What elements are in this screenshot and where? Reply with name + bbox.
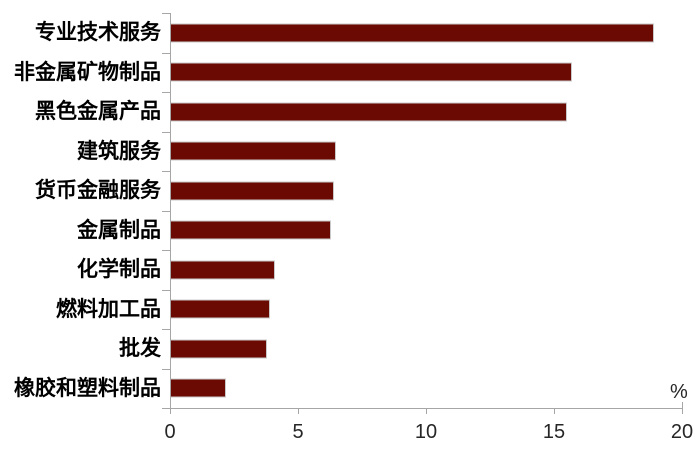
category-label: 燃料加工品 bbox=[56, 297, 161, 321]
category-tick bbox=[162, 52, 170, 54]
category-tick bbox=[162, 408, 170, 409]
chart-row: 化学制品 bbox=[0, 250, 682, 290]
bar bbox=[170, 299, 270, 319]
bar-track bbox=[170, 92, 682, 132]
bar bbox=[170, 220, 332, 240]
bar bbox=[170, 378, 227, 398]
category-axis-line bbox=[170, 13, 171, 409]
x-tick bbox=[426, 409, 427, 414]
x-tick-label: 10 bbox=[414, 421, 438, 443]
chart-rows: 专业技术服务非金属矿物制品黑色金属产品建筑服务货币金融服务金属制品化学制品燃料加… bbox=[0, 13, 682, 408]
category-tick bbox=[162, 250, 170, 251]
bar-track bbox=[170, 290, 682, 330]
category-tick bbox=[162, 92, 170, 93]
chart-row: 批发 bbox=[0, 329, 682, 369]
x-tick bbox=[682, 409, 683, 414]
category-label: 金属制品 bbox=[77, 218, 161, 242]
bar-track bbox=[170, 171, 682, 211]
x-tick-label: 0 bbox=[164, 421, 176, 443]
bar-track bbox=[170, 53, 682, 93]
bar bbox=[170, 260, 275, 280]
bar-track bbox=[170, 211, 682, 251]
chart-row: 非金属矿物制品 bbox=[0, 53, 682, 93]
category-tick bbox=[162, 13, 170, 14]
chart-row: 橡胶和塑料制品 bbox=[0, 369, 682, 409]
bar bbox=[170, 62, 572, 82]
chart-row: 金属制品 bbox=[0, 211, 682, 251]
category-label: 专业技术服务 bbox=[35, 21, 161, 45]
category-label: 化学制品 bbox=[77, 258, 161, 282]
chart-row: 专业技术服务 bbox=[0, 13, 682, 53]
category-label: 橡胶和塑料制品 bbox=[14, 376, 161, 400]
chart-row: 燃料加工品 bbox=[0, 290, 682, 330]
x-tick bbox=[298, 409, 299, 414]
bar bbox=[170, 141, 337, 161]
x-tick-label: 5 bbox=[292, 421, 304, 443]
x-tick bbox=[554, 409, 555, 414]
value-axis-line bbox=[170, 408, 683, 409]
bar-track bbox=[170, 132, 682, 172]
bar-track bbox=[170, 250, 682, 290]
x-tick-label: 15 bbox=[542, 421, 566, 443]
category-tick bbox=[162, 368, 170, 370]
category-label: 非金属矿物制品 bbox=[14, 60, 161, 84]
bar bbox=[170, 23, 654, 43]
category-label: 货币金融服务 bbox=[35, 179, 161, 203]
chart-row: 黑色金属产品 bbox=[0, 92, 682, 132]
category-tick bbox=[162, 171, 170, 172]
value-axis-endcap bbox=[682, 402, 683, 408]
bar bbox=[170, 339, 268, 359]
unit-label: % bbox=[670, 381, 688, 403]
x-tick-label: 20 bbox=[670, 421, 694, 443]
category-tick bbox=[162, 131, 170, 133]
chart-row: 货币金融服务 bbox=[0, 171, 682, 211]
category-tick bbox=[162, 329, 170, 330]
x-tick bbox=[170, 409, 171, 414]
category-label: 批发 bbox=[119, 337, 161, 361]
bar bbox=[170, 181, 334, 201]
bar-track bbox=[170, 13, 682, 53]
category-label: 黑色金属产品 bbox=[35, 100, 161, 124]
chart-row: 建筑服务 bbox=[0, 132, 682, 172]
category-tick bbox=[162, 289, 170, 291]
bar-track bbox=[170, 369, 682, 409]
bar-track bbox=[170, 329, 682, 369]
category-tick bbox=[162, 210, 170, 212]
bar bbox=[170, 102, 567, 122]
category-label: 建筑服务 bbox=[77, 139, 161, 163]
